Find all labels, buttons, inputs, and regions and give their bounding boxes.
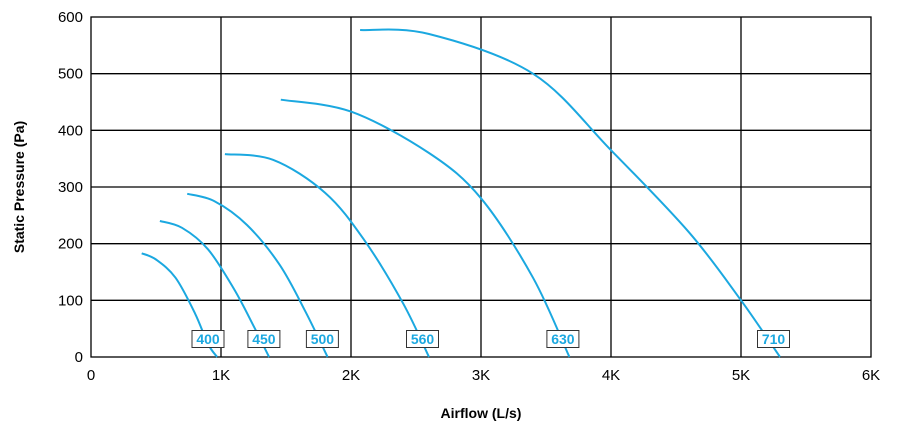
curve-label-text: 560 [411, 331, 435, 347]
curve-label-box [247, 330, 281, 348]
fan-curve-630 [280, 98, 571, 358]
y-tick-label: 300 [58, 179, 83, 196]
x-tick-label: 6K [862, 367, 880, 384]
curve-label-text: 500 [311, 331, 335, 347]
curve-label-400: 400 [191, 330, 225, 348]
y-tick-label: 100 [58, 292, 83, 309]
x-axis-title: Airflow (L/s) [441, 405, 522, 421]
x-tick-label: 0 [87, 367, 95, 384]
y-tick-label: 600 [58, 9, 83, 26]
curve-labels: 400 450 500 560 630 710 [191, 330, 790, 348]
y-tick-label: 400 [58, 122, 83, 139]
x-tick-label: 4K [602, 367, 620, 384]
curve-label-710: 710 [757, 330, 790, 348]
curve-label-text: 630 [551, 331, 575, 347]
curves [141, 28, 781, 358]
x-tick-label: 3K [472, 367, 490, 384]
y-tick-label: 0 [75, 349, 83, 366]
curve-label-text: 450 [252, 331, 276, 347]
curve-label-text: 710 [762, 331, 786, 347]
grid [91, 17, 871, 357]
fan-curve-560 [224, 153, 430, 358]
curve-label-text: 400 [196, 331, 220, 347]
curve-label-box [406, 330, 439, 348]
fan-curve-710 [360, 28, 781, 358]
y-tick-label: 200 [58, 236, 83, 253]
curve-label-630: 630 [546, 330, 580, 348]
x-tick-labels: 0 1K 2K 3K 4K 5K 6K [87, 367, 880, 384]
curve-label-450: 450 [247, 330, 281, 348]
x-tick-label: 1K [212, 367, 230, 384]
curve-label-box [757, 330, 790, 348]
x-tick-label: 2K [342, 367, 360, 384]
fan-curve-450 [159, 220, 270, 358]
y-axis-title: Static Pressure (Pa) [11, 121, 27, 253]
fan-curve-500 [186, 192, 329, 358]
y-tick-label: 500 [58, 66, 83, 83]
curve-label-500: 500 [305, 330, 339, 348]
curve-label-box [546, 330, 580, 348]
plot-frame [90, 16, 872, 358]
curve-label-560: 560 [406, 330, 439, 348]
x-tick-label: 5K [732, 367, 750, 384]
curve-label-box [305, 330, 339, 348]
curve-label-box [191, 330, 225, 348]
y-tick-labels: 0 100 200 300 400 500 600 [58, 9, 83, 366]
